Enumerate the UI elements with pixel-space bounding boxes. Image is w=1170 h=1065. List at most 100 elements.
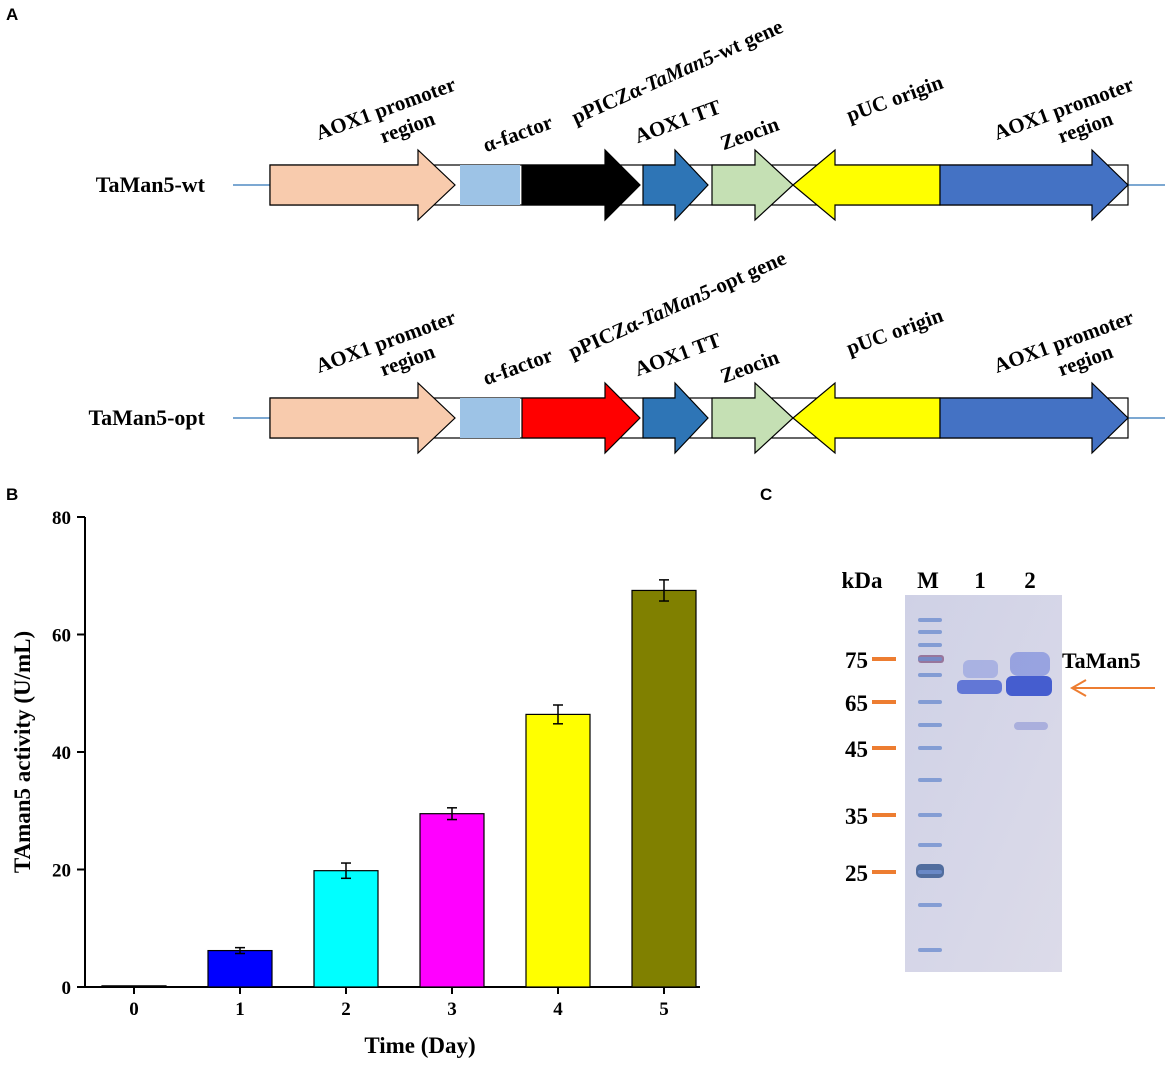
segment-label: pUC origin bbox=[843, 303, 946, 360]
ladder-band bbox=[918, 813, 942, 817]
segment-box bbox=[460, 398, 520, 438]
construct-name: TaMan5-wt bbox=[96, 172, 206, 197]
construct: TaMan5-opt AOX1 promoterregion α-factorpPI… bbox=[88, 246, 1165, 455]
y-tick-label: 40 bbox=[52, 743, 71, 764]
x-tick-label: 4 bbox=[553, 999, 563, 1020]
segment-arrow bbox=[711, 148, 794, 222]
segment-arrow bbox=[711, 381, 794, 455]
gel-band bbox=[1010, 652, 1050, 676]
y-tick-label: 60 bbox=[52, 626, 71, 647]
label-part: -wt gene bbox=[708, 14, 786, 67]
x-tick-label: 3 bbox=[447, 999, 457, 1020]
label-part: pPICZα- bbox=[568, 74, 651, 129]
segment-arrow bbox=[269, 148, 456, 222]
marker-label: 75 bbox=[845, 648, 868, 673]
marker-label: 25 bbox=[845, 861, 868, 886]
x-tick-label: 2 bbox=[341, 999, 351, 1020]
marker-label: 45 bbox=[845, 737, 868, 762]
x-axis-label: Time (Day) bbox=[364, 1033, 475, 1058]
ladder-band bbox=[918, 630, 942, 634]
label-line: Zeocin bbox=[717, 345, 783, 388]
bar bbox=[631, 589, 697, 988]
error-bar bbox=[341, 862, 351, 880]
segment-arrow bbox=[521, 381, 641, 455]
label-line: Zeocin bbox=[717, 112, 783, 155]
label-part: TaMan5 bbox=[641, 45, 717, 97]
segment-label: Zeocin bbox=[717, 345, 783, 388]
panel-label: A bbox=[6, 5, 18, 24]
segment-box bbox=[460, 165, 520, 205]
ladder-band bbox=[918, 643, 942, 647]
ladder-band bbox=[918, 700, 942, 704]
segment-arrow bbox=[939, 381, 1129, 455]
y-axis-label: TAman5 activity (U/mL) bbox=[10, 631, 35, 873]
bar bbox=[419, 813, 485, 988]
segment-label: AOX1 promoterregion bbox=[312, 305, 467, 401]
ladder-band bbox=[918, 843, 942, 847]
construct: TaMan5-wt AOX1 promoterregion α-factor pPIC… bbox=[96, 14, 1165, 222]
gel-band bbox=[1006, 676, 1052, 696]
bar bbox=[313, 870, 379, 988]
gel-image bbox=[905, 595, 1062, 972]
segment-arrow bbox=[521, 148, 641, 222]
y-tick-label: 20 bbox=[52, 861, 71, 882]
error-bar bbox=[235, 946, 245, 955]
label-line: pUC origin bbox=[843, 303, 946, 360]
ladder-band bbox=[918, 723, 942, 727]
segment-label: AOX1 promoterregion bbox=[990, 305, 1145, 401]
ladder-band bbox=[918, 948, 942, 952]
y-tick-label: 80 bbox=[52, 508, 71, 529]
ladder bbox=[918, 618, 942, 952]
bar bbox=[525, 713, 591, 988]
ladder-band bbox=[918, 870, 942, 874]
segment-arrow bbox=[642, 148, 709, 222]
label-line: α-factor bbox=[480, 110, 556, 157]
ladder-band bbox=[918, 657, 942, 661]
error-bar bbox=[447, 807, 457, 821]
segment-arrow bbox=[939, 148, 1129, 222]
segment-label: α-factor bbox=[480, 343, 556, 390]
segment-label: AOX1 TT bbox=[631, 328, 724, 381]
segment-arrow bbox=[269, 381, 456, 455]
marker-label: 65 bbox=[845, 691, 868, 716]
x-tick-label: 1 bbox=[235, 999, 245, 1020]
segment-label: pUC origin bbox=[843, 70, 946, 127]
segment-arrow bbox=[642, 381, 709, 455]
segment-arrow bbox=[792, 381, 941, 455]
ladder-band bbox=[918, 778, 942, 782]
error-bar bbox=[553, 704, 563, 725]
marker-label: 35 bbox=[845, 804, 868, 829]
bar bbox=[207, 949, 273, 988]
label-line: α-factor bbox=[480, 343, 556, 390]
panel-label: B bbox=[6, 485, 18, 504]
segment-label: Zeocin bbox=[717, 112, 783, 155]
segment-arrow bbox=[792, 148, 941, 222]
gel-band bbox=[963, 660, 998, 678]
band-label: TaMan5 bbox=[1062, 648, 1141, 673]
segment-label: AOX1 promoterregion bbox=[990, 72, 1145, 168]
ladder-band bbox=[918, 746, 942, 750]
ladder-band bbox=[918, 673, 942, 677]
lane-label: 2 bbox=[1024, 568, 1036, 593]
panel-label: C bbox=[760, 485, 772, 504]
label-part: TaMan5 bbox=[638, 279, 714, 331]
gel-band bbox=[1014, 722, 1048, 730]
lane-label: 1 bbox=[974, 568, 986, 593]
gel-unit: kDa bbox=[842, 568, 883, 593]
label-line: pUC origin bbox=[843, 70, 946, 127]
gel-band bbox=[957, 680, 1002, 694]
segment-label: AOX1 TT bbox=[631, 95, 724, 148]
label-line: AOX1 TT bbox=[631, 95, 724, 148]
label-part: pPICZα- bbox=[565, 309, 648, 364]
construct-name: TaMan5-opt bbox=[88, 405, 205, 430]
y-tick-label: 0 bbox=[62, 978, 72, 999]
x-tick-label: 5 bbox=[659, 999, 669, 1020]
bar bbox=[101, 985, 167, 988]
segment-label: AOX1 promoterregion bbox=[312, 72, 467, 168]
ladder-band bbox=[918, 618, 942, 622]
segment-label: α-factor bbox=[480, 110, 556, 157]
error-bar bbox=[659, 579, 669, 602]
x-tick-label: 0 bbox=[129, 999, 139, 1020]
gel-background bbox=[905, 595, 1062, 972]
band-arrow-head bbox=[1069, 679, 1087, 697]
